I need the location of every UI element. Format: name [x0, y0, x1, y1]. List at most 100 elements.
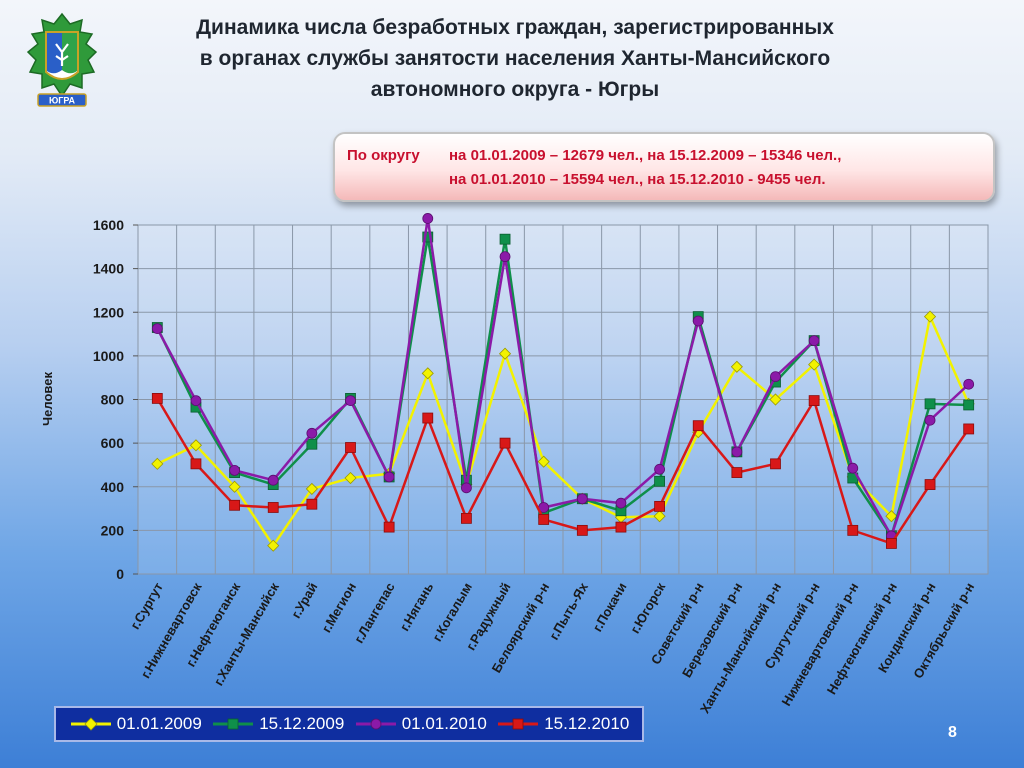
data-point-s3 [151, 393, 163, 404]
data-point-s2 [345, 395, 356, 406]
y-tick-label: 1400 [93, 261, 124, 277]
legend-item-2009-12: 15.12.2009 [211, 714, 344, 734]
title-line-2: в органах службы занятости населения Хан… [199, 47, 831, 70]
data-point-s3 [267, 502, 279, 513]
y-tick-label: 400 [101, 479, 125, 495]
data-point-s0 [653, 510, 666, 523]
data-point-s2 [267, 474, 279, 486]
data-point-s1 [422, 231, 434, 243]
data-point-s0 [267, 539, 280, 552]
coat-of-arms-emblem: ЮГРА [26, 12, 98, 107]
x-tick-label: г.Сургут [127, 580, 166, 632]
summary-label: По округу [347, 147, 420, 164]
data-point-s0 [808, 358, 821, 371]
legend-label-2009-12: 15.12.2009 [259, 714, 345, 733]
data-point-s3 [345, 442, 356, 453]
data-point-s2 [306, 427, 318, 439]
series-line-1 [156, 235, 969, 538]
data-point-s2 [576, 493, 588, 505]
x-tick-label: г.Пыть-Ях [546, 579, 591, 642]
data-point-s2 [692, 315, 704, 327]
y-tick-label: 0 [116, 566, 124, 582]
data-point-s3 [808, 395, 820, 406]
series-line-2 [156, 217, 970, 538]
legend-label-2010-12: 15.12.2010 [544, 714, 630, 733]
legend-item-2009-01: 01.01.2009 [69, 714, 202, 734]
data-point-s2 [808, 335, 820, 347]
data-point-s0 [305, 482, 318, 495]
x-tick-label: г.Урай [288, 580, 320, 621]
y-tick-label: 1200 [93, 304, 124, 320]
data-point-s3 [383, 521, 395, 533]
data-point-s2 [229, 464, 240, 476]
legend-label-2009-01: 01.01.2009 [116, 714, 202, 733]
district-summary-box: По округу на 01.01.2009 – 12679 чел., на… [333, 132, 995, 202]
chart-legend: 01.01.2009 15.12.2009 01.01.2010 15.12.2… [54, 706, 644, 742]
data-point-s2 [422, 213, 434, 224]
legend-green-square-icon [213, 718, 254, 730]
series-line-0 [156, 315, 970, 547]
x-tick-label: г.Югорск [627, 580, 668, 636]
data-point-s3 [692, 420, 704, 432]
data-point-s3 [306, 498, 318, 510]
data-point-s0 [769, 393, 782, 406]
data-point-s0 [189, 439, 203, 452]
y-axis-label: Человек [40, 372, 55, 426]
x-tick-label: г.Нягань [397, 580, 437, 634]
data-point-s3 [654, 500, 665, 512]
data-point-s3 [770, 458, 781, 470]
title-line-3: автономного округа - Югры [370, 78, 660, 101]
emblem-ribbon-text: ЮГРА [49, 96, 76, 106]
series-line-3 [156, 397, 970, 545]
page-number: 8 [948, 724, 957, 741]
legend-purple-circle-icon [355, 718, 396, 730]
title-line-1: Динамика числа безработных граждан, заре… [196, 16, 834, 39]
data-point-s2 [190, 395, 202, 406]
legend-item-2010-12: 15.12.2010 [496, 714, 629, 734]
data-point-s2 [924, 414, 936, 426]
data-point-s2 [963, 378, 975, 390]
y-tick-label: 1000 [93, 348, 124, 364]
y-tick-label: 800 [101, 392, 125, 408]
data-point-s2 [151, 323, 163, 335]
data-point-s2 [499, 251, 511, 263]
data-point-s2 [461, 482, 472, 494]
data-point-s1 [924, 398, 936, 410]
data-point-s3 [963, 423, 975, 435]
data-point-s3 [576, 524, 588, 536]
data-point-s1 [306, 438, 318, 450]
y-tick-label: 600 [101, 435, 125, 451]
data-point-s1 [654, 475, 665, 487]
data-point-s3 [847, 524, 859, 536]
data-point-s0 [344, 471, 357, 485]
data-point-s3 [886, 538, 897, 549]
data-point-s0 [421, 367, 434, 380]
data-point-s3 [499, 437, 511, 449]
data-point-s2 [731, 446, 743, 458]
data-point-s0 [923, 310, 937, 323]
data-point-s0 [498, 347, 512, 360]
data-point-s2 [383, 471, 395, 483]
summary-line-2: на 01.01.2010 – 15594 чел., на 15.12.201… [449, 171, 826, 188]
x-tick-label: г.Лангепас [351, 580, 398, 646]
data-point-s3 [538, 514, 550, 525]
data-point-s3 [422, 412, 434, 424]
legend-yellow-diamond-icon [70, 717, 111, 731]
data-point-s0 [885, 510, 898, 523]
x-tick-label: Нефтеюганский р-н [824, 580, 900, 697]
x-tick-label: г.Мегион [319, 580, 359, 635]
data-point-s3 [229, 499, 240, 511]
data-point-s2 [770, 371, 781, 382]
data-point-s3 [924, 479, 936, 490]
y-tick-label: 200 [101, 522, 125, 538]
data-point-s0 [228, 480, 241, 493]
data-point-s0 [151, 457, 164, 470]
x-tick-label: г.Покачи [590, 580, 630, 634]
legend-red-square-icon [498, 718, 539, 730]
legend-label-2010-01: 01.01.2010 [401, 714, 487, 733]
data-point-s1 [963, 399, 975, 411]
data-point-s0 [537, 455, 550, 468]
summary-line-1: на 01.01.2009 – 12679 чел., на 15.12.200… [449, 147, 842, 164]
data-point-s3 [461, 512, 472, 524]
